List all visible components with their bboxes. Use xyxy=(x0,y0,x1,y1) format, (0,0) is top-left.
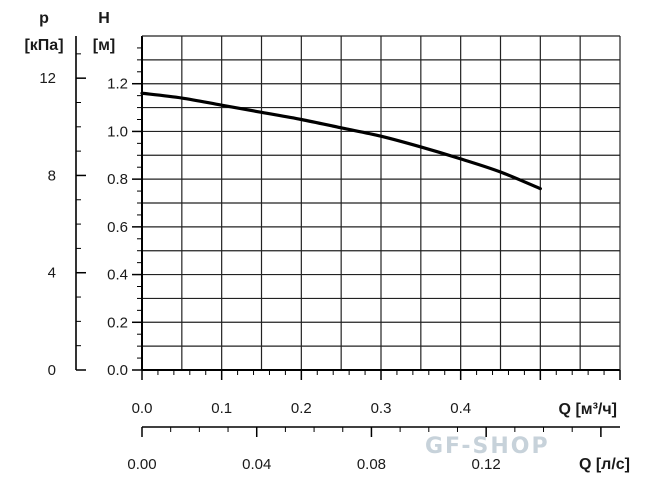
x-axis-title-ls: Q [л/с] xyxy=(579,456,630,473)
q-ls-tick-label: 0.12 xyxy=(472,456,501,473)
watermark-logo: GF-SHOP xyxy=(425,434,550,459)
grid-lines xyxy=(142,36,620,370)
q-ls-axis: 0.00 0.04 0.08 0.12 xyxy=(127,426,620,473)
q-ls-tick-label: 0.08 xyxy=(357,456,386,473)
q-m3h-tick-label: 0.1 xyxy=(211,400,232,417)
pressure-tick-label: 8 xyxy=(48,167,56,184)
h-axis-unit: [м] xyxy=(93,37,116,54)
h-tick-label: 1.0 xyxy=(107,123,128,140)
h-tick-label: 1.2 xyxy=(107,76,128,93)
curves xyxy=(140,91,542,191)
q-ls-tick-label: 0.00 xyxy=(127,456,156,473)
p-axis-symbol: p xyxy=(39,10,49,27)
h-tick-label: 0.2 xyxy=(107,314,128,331)
h-tick-label: 0.8 xyxy=(107,171,128,188)
q-m3h-tick-label: 0.0 xyxy=(132,400,153,417)
h-tick-label: 0.6 xyxy=(107,219,128,236)
pressure-axis: 0 4 8 12 xyxy=(39,36,86,379)
x-axis-title-m3h: Q [м³/ч] xyxy=(559,401,617,418)
h-tick-label: 0.4 xyxy=(107,267,128,284)
h-tick-label: 0.0 xyxy=(107,362,128,379)
pressure-tick-label: 4 xyxy=(48,265,56,282)
pressure-tick-label: 12 xyxy=(39,70,56,87)
q-m3h-tick-label: 0.3 xyxy=(371,400,392,417)
q-m3h-tick-label: 0.2 xyxy=(291,400,312,417)
h-axis: 0.0 0.2 0.4 0.6 0.8 1.0 1.2 xyxy=(107,47,142,379)
p-axis-unit: [кПа] xyxy=(24,37,63,54)
pressure-tick-label: 0 xyxy=(48,362,56,379)
q-ls-tick-label: 0.04 xyxy=(242,456,271,473)
q-m3h-tick-label: 0.4 xyxy=(450,400,471,417)
pump-curve-line xyxy=(140,91,542,191)
q-m3h-axis: 0.0 0.1 0.2 0.3 0.4 xyxy=(132,370,621,417)
h-axis-symbol: H xyxy=(98,10,110,27)
